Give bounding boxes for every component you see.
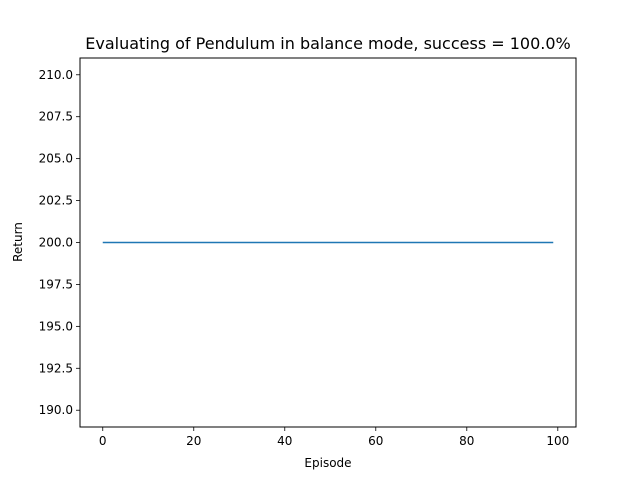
y-tick-label: 190.0 [39, 403, 73, 417]
y-tick-label: 195.0 [39, 319, 73, 333]
x-axis-ticks: 0 20 40 60 80 100 [99, 427, 569, 448]
y-tick-label: 200.0 [39, 236, 73, 250]
x-tick-label: 0 [99, 434, 107, 448]
x-tick-label: 80 [459, 434, 474, 448]
y-tick-label: 210.0 [39, 68, 73, 82]
x-tick-label: 60 [368, 434, 383, 448]
y-tick-label: 197.5 [39, 277, 73, 291]
y-tick-label: 207.5 [39, 110, 73, 124]
y-tick-label: 192.5 [39, 361, 73, 375]
x-axis-label: Episode [304, 456, 351, 470]
x-tick-label: 100 [546, 434, 569, 448]
x-tick-label: 40 [277, 434, 292, 448]
chart-title: Evaluating of Pendulum in balance mode, … [85, 34, 570, 53]
y-tick-label: 202.5 [39, 194, 73, 208]
x-tick-label: 20 [186, 434, 201, 448]
plot-area: 0 20 40 60 80 100 190.0 192.5 195.0 197.5 200.0 20… [39, 57, 577, 448]
y-tick-label: 205.0 [39, 152, 73, 166]
y-axis-label: Return [11, 222, 25, 262]
y-axis-ticks: 190.0 192.5 195.0 197.5 200.0 202.5 205.0 207.5… [39, 68, 80, 417]
